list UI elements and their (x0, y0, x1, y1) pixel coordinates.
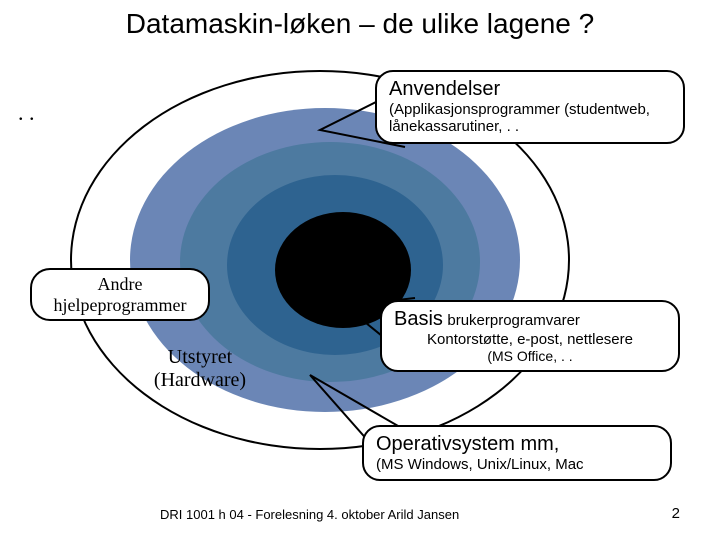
box-utstyret-line1: Utstyret (132, 346, 268, 369)
ellipsis-dots: . . (18, 100, 35, 126)
box-utstyret: Utstyret (Hardware) (120, 340, 280, 398)
box-anvendelser: Anvendelser (Applikasjonsprogrammer (stu… (375, 70, 685, 144)
page-number: 2 (672, 505, 680, 522)
diagram-stage: Datamaskin-løken – de ulike lagene ? . .… (0, 0, 720, 540)
page-title: Datamaskin-løken – de ulike lagene ? (0, 8, 720, 40)
box-os-sub: (MS Windows, Unix/Linux, Mac (376, 456, 658, 473)
box-utstyret-line2: (Hardware) (132, 369, 268, 392)
box-andre-line2: hjelpeprogrammer (38, 295, 202, 316)
box-basis-title-row: Basis brukerprogramvarer (394, 308, 666, 331)
footer-text: DRI 1001 h 04 - Forelesning 4. oktober A… (160, 507, 459, 522)
box-andre-line1: Andre (38, 274, 202, 295)
box-basis-title: Basis (394, 308, 443, 330)
box-anvendelser-sub: (Applikasjonsprogrammer (studentweb, lån… (389, 101, 671, 136)
box-os: Operativsystem mm, (MS Windows, Unix/Lin… (362, 425, 672, 481)
box-basis-title-tail: brukerprogramvarer (447, 312, 580, 329)
box-os-title: Operativsystem mm, (376, 433, 658, 456)
box-basis: Basis brukerprogramvarer Kontorstøtte, e… (380, 300, 680, 372)
box-andre: Andre hjelpeprogrammer (30, 268, 210, 321)
box-basis-sub1: Kontorstøtte, e-post, nettlesere (394, 331, 666, 348)
box-anvendelser-title: Anvendelser (389, 78, 671, 101)
box-basis-sub2: (MS Office, . . (394, 348, 666, 364)
